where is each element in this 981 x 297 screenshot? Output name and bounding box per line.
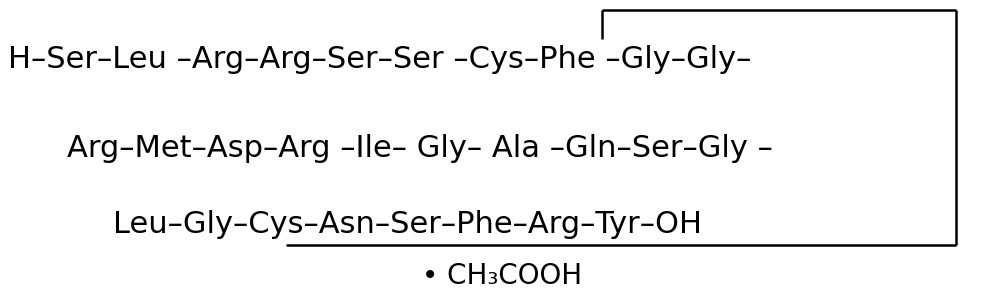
Text: • CH₃COOH: • CH₃COOH (422, 262, 582, 290)
Text: Leu–Gly–Cys–Asn–Ser–Phe–Arg–Tyr–OH: Leu–Gly–Cys–Asn–Ser–Phe–Arg–Tyr–OH (113, 210, 701, 239)
Text: H–Ser–Leu –Arg–Arg–Ser–Ser –Cys–Phe –Gly–Gly–: H–Ser–Leu –Arg–Arg–Ser–Ser –Cys–Phe –Gly… (8, 45, 751, 74)
Text: Arg–Met–Asp–Arg –Ile– Gly– Ala –Gln–Ser–Gly –: Arg–Met–Asp–Arg –Ile– Gly– Ala –Gln–Ser–… (67, 134, 773, 163)
